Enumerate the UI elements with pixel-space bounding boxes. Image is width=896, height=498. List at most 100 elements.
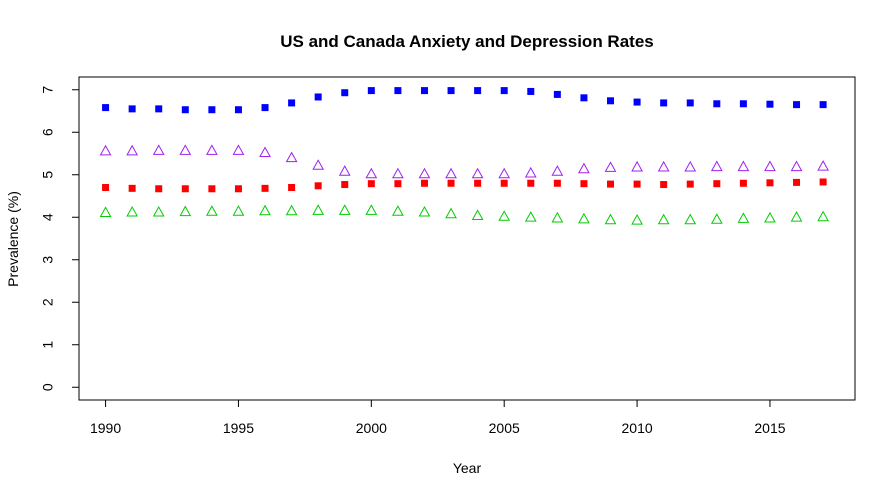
data-point — [314, 182, 322, 190]
data-point — [739, 179, 747, 187]
data-point — [341, 181, 349, 189]
data-point — [737, 160, 750, 172]
x-axis-label: Year — [453, 460, 482, 476]
x-axis: 1990 1995 2000 2005 2010 2015 — [90, 399, 786, 436]
y-tick-label: 6 — [40, 128, 56, 136]
data-point — [474, 179, 482, 187]
data-point — [365, 204, 378, 215]
data-point — [764, 211, 776, 223]
data-point — [234, 106, 242, 114]
data-point — [99, 144, 112, 156]
data-point — [314, 93, 322, 101]
data-point — [524, 166, 537, 178]
data-point — [445, 207, 457, 219]
series-4 — [99, 204, 829, 225]
y-tick-label: 1 — [40, 341, 56, 349]
data-point — [500, 87, 508, 95]
data-point — [288, 99, 296, 107]
data-point — [633, 180, 641, 188]
data-point — [285, 151, 298, 163]
data-point — [312, 204, 325, 215]
data-point — [684, 213, 697, 225]
data-points — [99, 87, 829, 225]
data-point — [261, 104, 269, 112]
data-point — [232, 205, 245, 216]
data-point — [179, 205, 192, 217]
data-point — [259, 146, 271, 158]
y-axis: 0 1 2 3 4 5 6 7 — [40, 86, 80, 391]
data-point — [367, 180, 375, 188]
x-tick-label: 2005 — [489, 420, 520, 436]
data-point — [498, 167, 511, 179]
data-point — [418, 167, 431, 179]
data-point — [764, 160, 776, 172]
y-tick-label: 5 — [40, 171, 56, 179]
data-point — [285, 204, 298, 216]
data-point — [686, 180, 694, 188]
data-point — [208, 185, 216, 193]
data-point — [208, 106, 216, 114]
data-point — [551, 211, 564, 223]
data-point — [710, 213, 723, 224]
data-point — [474, 87, 482, 95]
plot-frame — [78, 76, 856, 401]
data-point — [737, 212, 750, 223]
data-point — [527, 87, 535, 95]
chart-title: US and Canada Anxiety and Depression Rat… — [280, 32, 653, 51]
data-point — [578, 212, 590, 224]
data-point — [338, 204, 351, 215]
data-point — [657, 160, 670, 172]
data-point — [341, 89, 349, 97]
data-point — [447, 87, 455, 95]
data-point — [367, 87, 375, 95]
data-point — [234, 185, 242, 193]
x-tick-label: 1990 — [90, 420, 121, 436]
data-point — [686, 99, 694, 107]
data-point — [766, 100, 774, 108]
data-point — [445, 167, 457, 179]
data-point — [152, 205, 165, 217]
data-point — [232, 144, 245, 155]
x-tick-label: 2000 — [356, 420, 387, 436]
data-point — [394, 87, 402, 95]
y-tick-label: 0 — [40, 383, 56, 391]
data-point — [261, 184, 269, 192]
y-tick-label: 3 — [40, 256, 56, 264]
data-point — [498, 210, 511, 221]
data-point — [713, 180, 721, 188]
data-point — [152, 144, 165, 155]
data-point — [181, 106, 189, 114]
data-point — [392, 205, 404, 216]
data-point — [447, 179, 455, 187]
data-point — [155, 105, 163, 113]
data-point — [126, 205, 139, 217]
data-point — [793, 101, 801, 109]
data-point — [524, 211, 537, 222]
data-point — [817, 160, 829, 171]
data-point — [553, 179, 561, 187]
data-point — [710, 160, 723, 172]
data-point — [128, 184, 136, 192]
data-point — [793, 178, 801, 186]
data-point — [471, 167, 484, 179]
data-point — [604, 161, 617, 172]
data-point — [633, 98, 641, 106]
x-tick-label: 2010 — [622, 420, 653, 436]
data-point — [155, 185, 163, 193]
data-point — [660, 181, 668, 189]
data-point — [819, 101, 827, 109]
series-2 — [99, 144, 829, 179]
data-point — [766, 179, 774, 187]
data-point — [580, 94, 588, 102]
data-point — [580, 180, 588, 188]
data-point — [181, 185, 189, 193]
data-point — [99, 206, 112, 217]
data-point — [338, 165, 351, 176]
data-point — [739, 100, 747, 108]
data-point — [102, 184, 110, 191]
data-point — [551, 165, 564, 176]
series-3 — [102, 178, 827, 193]
data-point — [553, 90, 561, 98]
data-point — [607, 97, 615, 105]
